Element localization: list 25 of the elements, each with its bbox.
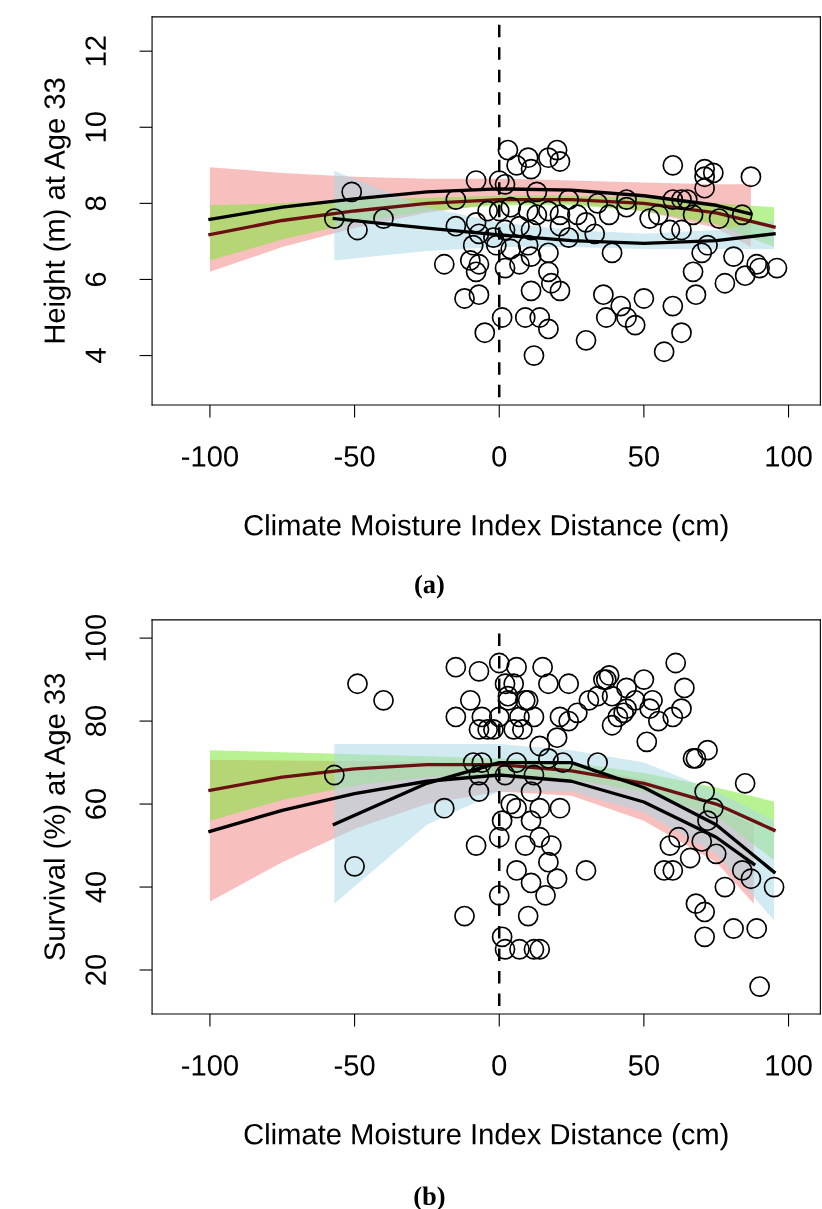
y-tick-label: 60 (85, 788, 107, 819)
x-tick-label: 0 (492, 446, 507, 467)
y-tick-label: 40 (85, 871, 107, 903)
x-tick-label: 0 (492, 1055, 507, 1076)
x-tick-label: -50 (334, 1055, 375, 1076)
x-tick-label: 50 (628, 1055, 659, 1076)
y-tick-label: 10 (85, 112, 107, 142)
x-tick-label: -50 (334, 446, 375, 467)
y-tick-label: 20 (85, 954, 107, 985)
x-tick-label: -100 (182, 446, 238, 467)
x-axis-title: Climate Moisture Index Distance (cm) (244, 1123, 728, 1151)
y-tick-label: 6 (85, 272, 107, 287)
y-tick-label: 8 (85, 196, 107, 211)
x-tick-label: 100 (766, 446, 812, 467)
y-tick-label: 80 (85, 706, 107, 737)
text: (a) (415, 574, 444, 599)
x-tick-label: -100 (182, 1055, 238, 1076)
y-tick-label: 4 (85, 348, 106, 363)
y-tick-label: 12 (85, 36, 106, 66)
y-axis-title: Survival (%) at Age 33 (43, 673, 71, 960)
x-axis-title: Climate Moisture Index Distance (cm) (244, 514, 728, 542)
x-tick-label: 50 (628, 446, 659, 467)
x-tick-label: 100 (766, 1055, 812, 1076)
y-tick-label: 100 (85, 614, 107, 661)
y-axis-title: Height (m) at Age 33 (43, 78, 71, 343)
